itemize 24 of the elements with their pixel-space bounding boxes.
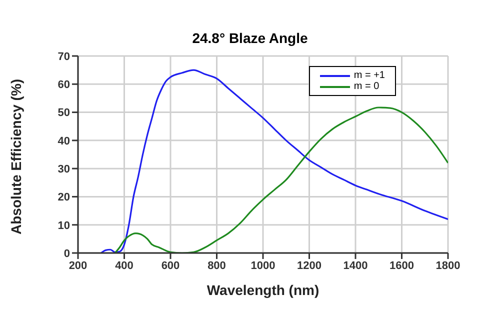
y-tick-label: 50 [58,107,70,120]
x-tick-label: 1200 [297,260,322,272]
x-tick-label: 200 [68,260,88,272]
x-tick-label: 800 [208,260,226,272]
y-tick-label: 60 [58,79,70,92]
line-series [114,106,448,253]
x-tick-label: 1000 [250,260,276,272]
legend-label: m = +1 [354,70,385,81]
x-tick-label: 1800 [436,260,460,272]
legend-label: m = 0 [354,81,380,92]
y-tick-label: 30 [58,163,70,176]
y-tick-label: 0 [64,248,70,260]
chart-title: 24.8° Blaze Angle [191,29,309,48]
x-tick-label: 400 [115,260,134,272]
x-axis-title: Wavelength (nm) [206,282,320,298]
y-tick-label: 10 [58,220,70,232]
y-axis-title: Absolute Efficiency (%) [8,78,24,234]
y-tick-label: 40 [58,135,70,148]
x-tick-label: 600 [161,260,180,272]
y-tick-label: 70 [58,50,70,63]
x-tick-label: 1600 [390,260,414,272]
y-tick-label: 20 [58,192,70,204]
x-tick-label: 1400 [343,260,368,272]
line-series [100,69,448,253]
